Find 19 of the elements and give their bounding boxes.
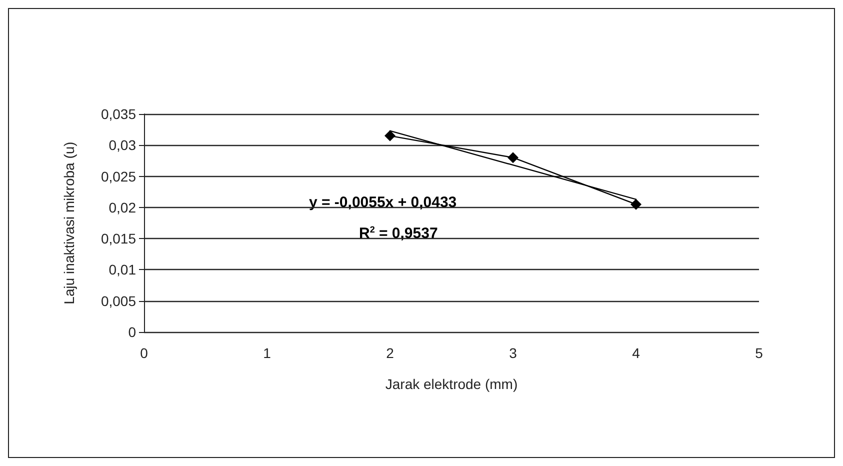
x-tick-label: 1 xyxy=(263,345,272,361)
point xyxy=(384,130,396,142)
point xyxy=(508,152,518,164)
y-tick-label: 0,035 xyxy=(100,106,136,122)
x-tick-label: 4 xyxy=(632,345,640,361)
x-tick-label: 5 xyxy=(755,345,764,361)
y-tick-label: 0,005 xyxy=(100,292,136,309)
y-tick-label: 0,01 xyxy=(108,262,136,278)
x-axis-title: Jarak elektrode (mm) xyxy=(385,376,518,392)
y-tick-label: 0,02 xyxy=(108,199,136,216)
y-axis-title: Laju inaktivasi mikroba (u) xyxy=(61,142,77,304)
y-tick-label: 0,03 xyxy=(108,137,136,154)
y-tick-label: 0 xyxy=(128,324,136,340)
y-tick-label: 0,015 xyxy=(100,230,136,247)
y-tick-label: 0,025 xyxy=(100,168,136,184)
point xyxy=(630,198,642,210)
x-tick-label: 2 xyxy=(386,345,394,361)
x-tick-label: 0 xyxy=(140,345,148,361)
x-tick-label: 3 xyxy=(509,345,518,361)
